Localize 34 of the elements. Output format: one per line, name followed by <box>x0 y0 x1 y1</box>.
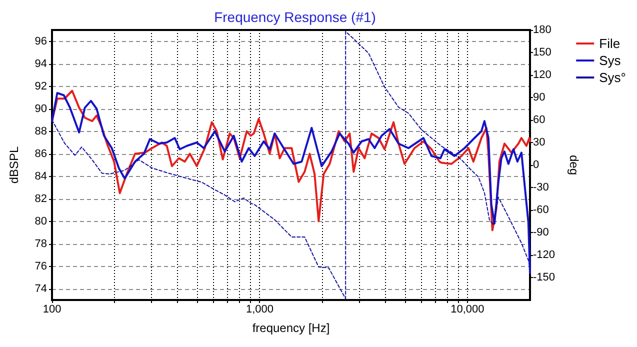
y-tick-label: 84 <box>34 170 47 182</box>
y-tick-label: 90 <box>34 102 47 115</box>
y2-tick-label: -120 <box>533 249 556 261</box>
y2-tick-label: 60 <box>533 114 546 126</box>
y-tick-label: 92 <box>34 80 47 92</box>
legend-label: Sys° <box>599 70 626 85</box>
y-axis-title: dBSPL <box>7 146 21 184</box>
x-tick-label: 100 <box>42 304 62 316</box>
y-tick-label: 86 <box>34 148 47 160</box>
y-tick-label: 78 <box>34 238 47 250</box>
y-tick-label: 94 <box>34 58 47 70</box>
y2-tick-label: 90 <box>533 92 546 104</box>
y2-tick-label: 180 <box>533 24 552 36</box>
legend-label: File <box>599 36 620 51</box>
y2-tick-label: -60 <box>533 204 549 216</box>
y-tick-label: 88 <box>34 125 47 138</box>
y2-tick-label: 120 <box>533 69 552 81</box>
chart-title: Frequency Response (#1) <box>214 9 376 25</box>
y2-tick-label: 150 <box>533 46 552 58</box>
x-tick-label: 10,000 <box>450 304 484 316</box>
x-tick-label: 1,000 <box>246 304 274 316</box>
legend-label: Sys <box>599 53 622 68</box>
y2-axis-title: deg <box>567 154 581 176</box>
y2-tick-label: -30 <box>533 182 549 194</box>
y-tick-label: 74 <box>34 282 47 295</box>
y-tick-label: 80 <box>34 215 47 228</box>
y2-tick-label: -150 <box>533 272 556 284</box>
x-axis-title: frequency [Hz] <box>252 321 330 335</box>
y-tick-label: 96 <box>34 35 47 48</box>
y-tick-label: 82 <box>34 192 47 205</box>
y2-tick-label: -90 <box>533 226 549 238</box>
y-tick-label: 76 <box>34 260 47 272</box>
y2-tick-label: 30 <box>533 136 546 148</box>
y2-tick-label: 0 <box>533 159 540 171</box>
